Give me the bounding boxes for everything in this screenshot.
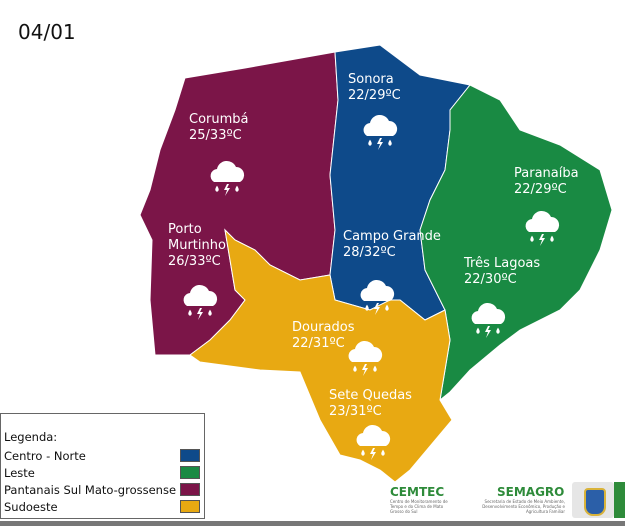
temperature-range: 22/31ºC [292,336,345,351]
semagro-subtitle: Secretaria de Estado de Meio Ambiente, D… [482,499,565,514]
city-label: Paranaíba 22/29ºC [514,166,579,198]
thunderstorm-rain-icon [205,158,249,198]
city-name: Paranaíba [514,166,579,181]
thunderstorm-rain-icon [355,277,399,317]
temperature-range: 22/29ºC [514,182,567,197]
city-name: Sonora [348,72,394,87]
legend: Legenda: Centro - Norte Leste Pantanais … [0,413,205,519]
city-name: Três Lagoas [464,256,541,271]
thunderstorm-rain-icon [351,422,395,462]
legend-swatch [180,449,200,462]
date-label: 04/01 [18,20,76,44]
legend-item: Sudoeste [4,498,200,515]
city-label: Porto Murtinho 26/33ºC [168,222,228,270]
temperature-range: 28/32ºC [343,245,396,260]
city-label: Sete Quedas 23/31ºC [329,388,412,420]
city-label: Campo Grande 28/32ºC [343,229,441,261]
city-name: Dourados [292,320,355,335]
region-leste [419,84,613,402]
legend-item: Centro - Norte [4,447,200,464]
thunderstorm-rain-icon [520,208,564,248]
city-label: Três Lagoas 22/30ºC [464,256,540,288]
cemtec-subtitle: Centro de Monitoramento de Tempo e do Cl… [390,499,448,514]
bottom-bar [0,521,625,526]
cemtec-logo: CEMTEC [390,485,445,499]
temperature-range: 23/31ºC [329,404,382,419]
city-name: Porto Murtinho [168,222,226,253]
legend-item: Pantanais Sul Mato-grossense [4,481,200,498]
region-sudoeste [189,228,453,483]
legend-swatch [180,483,200,496]
government-seal-logo [572,482,614,518]
temperature-range: 22/30ºC [464,272,517,287]
government-logo-panel [614,482,625,518]
city-name: Corumbá [189,112,249,127]
city-label: Dourados 22/31ºC [292,320,355,352]
temperature-range: 22/29ºC [348,88,401,103]
thunderstorm-rain-icon [358,112,402,152]
legend-title: Legenda: [4,430,58,444]
city-name: Sete Quedas [329,388,412,403]
legend-swatch [180,466,200,479]
temperature-range: 26/33ºC [168,254,221,269]
city-name: Campo Grande [343,229,441,244]
city-label: Corumbá 25/33ºC [189,112,249,144]
thunderstorm-rain-icon [343,338,387,378]
semagro-logo: SEMAGRO [497,485,565,499]
thunderstorm-rain-icon [466,300,510,340]
temperature-range: 25/33ºC [189,128,242,143]
city-label: Sonora 22/29ºC [348,72,401,104]
legend-item: Leste [4,464,200,481]
thunderstorm-rain-icon [178,282,222,322]
legend-swatch [180,500,200,513]
